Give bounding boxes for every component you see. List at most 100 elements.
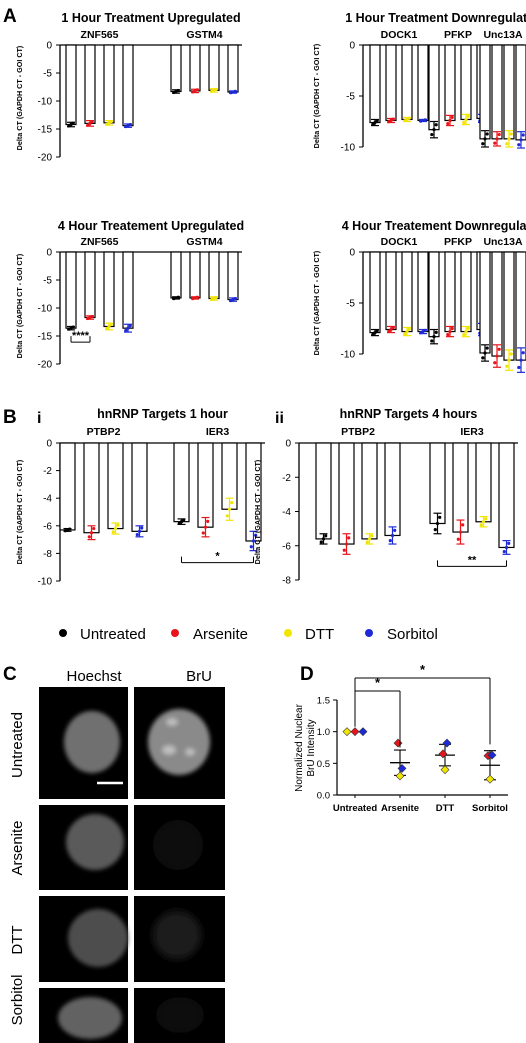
panel-letter-c: C bbox=[3, 664, 17, 685]
replicate-point bbox=[389, 327, 393, 332]
bar-arsenite-pfkp bbox=[444, 44, 456, 122]
replicate-point bbox=[481, 142, 485, 146]
gene-label-dock1: DOCK1 bbox=[381, 29, 418, 41]
replicate-point bbox=[370, 534, 374, 538]
y-tick-label: -5 bbox=[43, 69, 52, 80]
replicate-point bbox=[126, 326, 130, 330]
replicate-point bbox=[446, 121, 450, 126]
replicate-point bbox=[375, 119, 379, 123]
replicate-point bbox=[128, 123, 132, 127]
y-tick-label: 0 bbox=[285, 439, 291, 450]
panel-letter-a: A bbox=[3, 6, 17, 27]
nucleolus-spot bbox=[185, 748, 195, 756]
bar-arsenite-ier3 bbox=[197, 442, 214, 528]
gene-label-znf565: ZNF565 bbox=[81, 29, 119, 41]
replicate-point bbox=[497, 347, 501, 351]
replicate-point bbox=[495, 137, 499, 141]
replicate-point bbox=[128, 324, 132, 328]
gene-label-znf565: ZNF565 bbox=[81, 236, 119, 248]
bar-chart-b-i: hnRNP Targets 1 hour 0 -2 -4 -6 -8 -10 Delta CT… bbox=[15, 407, 265, 588]
replicate-point bbox=[87, 535, 91, 539]
replicate-point bbox=[509, 352, 513, 356]
replicate-point bbox=[390, 533, 395, 538]
nucleus-hoechst-sorbitol bbox=[58, 997, 122, 1039]
replicate-point bbox=[493, 141, 497, 145]
replicate-point bbox=[464, 117, 468, 122]
replicate-point bbox=[458, 530, 463, 534]
bar-dtt-dock1 bbox=[401, 251, 413, 333]
replicate-point bbox=[254, 533, 258, 537]
replicate-point bbox=[485, 346, 489, 350]
y-tick-label: -20 bbox=[38, 360, 53, 371]
replicate-point bbox=[90, 314, 94, 319]
bar-untreated-gstm4 bbox=[170, 251, 182, 299]
replicate-point bbox=[233, 296, 237, 301]
micro-row-label-sorbitol: Sorbitol bbox=[9, 975, 26, 1026]
nucleus-hoechst-untreated bbox=[64, 711, 120, 773]
data-point bbox=[395, 771, 405, 781]
replicate-point bbox=[519, 358, 523, 362]
legend-label-sorbitol: Sorbitol bbox=[387, 626, 438, 643]
legend-marker-untreated bbox=[59, 629, 67, 637]
replicate-point bbox=[517, 365, 521, 370]
bar-sorbitol-gstm4 bbox=[227, 44, 239, 93]
y-tick-label: 0.5 bbox=[317, 759, 330, 770]
bar-sorbitol-ier3 bbox=[498, 442, 515, 549]
replicate-point bbox=[71, 325, 75, 329]
replicate-point bbox=[466, 114, 470, 118]
replicate-point bbox=[517, 143, 521, 147]
gene-label-ier3: IER3 bbox=[460, 426, 484, 438]
replicate-point bbox=[124, 328, 128, 333]
replicate-point bbox=[481, 356, 485, 360]
y-axis-label: Delta CT (GAPDH CT - GOI CT) bbox=[312, 43, 321, 148]
y-tick-label: -4 bbox=[43, 494, 52, 505]
bar-arsenite-unc13a bbox=[491, 44, 503, 140]
y-tick-label: -2 bbox=[43, 466, 52, 477]
bar-sorbitol-znf565 bbox=[122, 44, 134, 127]
replicate-point bbox=[433, 528, 437, 532]
replicate-point bbox=[423, 328, 427, 332]
replicate-point bbox=[371, 122, 375, 126]
bar-chart-a-bottom-left: 4 Hour Treatement Upregulated 0 -5 -10 -15 -2… bbox=[15, 219, 244, 371]
replicate-point bbox=[230, 501, 234, 505]
replicate-point bbox=[432, 335, 436, 339]
bar-dtt-pfkp bbox=[460, 44, 472, 121]
y-axis-label: Delta CT (GAPDH CT - GOI CT) bbox=[15, 459, 24, 564]
replicate-point bbox=[507, 137, 511, 141]
replicate-point bbox=[456, 537, 460, 541]
replicate-point bbox=[450, 326, 454, 331]
replicate-point bbox=[249, 545, 253, 549]
replicate-point bbox=[464, 329, 468, 334]
chart-title: hnRNP Targets 4 hours bbox=[340, 407, 478, 421]
bar-untreated-znf565 bbox=[65, 44, 77, 126]
replicate-point bbox=[371, 332, 375, 337]
y-tick-label: -8 bbox=[282, 576, 291, 587]
bar-untreated-pfkp bbox=[428, 251, 440, 338]
bar-arsenite-dock1 bbox=[385, 44, 397, 122]
y-tick-label: -10 bbox=[38, 577, 53, 588]
replicate-point bbox=[391, 326, 395, 330]
bar-dtt-unc13a bbox=[503, 44, 515, 140]
replicate-point bbox=[344, 542, 349, 546]
replicate-point bbox=[485, 132, 489, 136]
sig-label: ** bbox=[468, 554, 477, 566]
replicate-point bbox=[179, 520, 184, 524]
data-point bbox=[358, 727, 368, 737]
replicate-point bbox=[68, 527, 72, 531]
sub-letter-ii: ii bbox=[275, 410, 284, 427]
replicate-point bbox=[462, 120, 466, 125]
y-axis-label: Delta CT (GAPDH CT - GOI CT) bbox=[15, 45, 24, 150]
y-tick-label: 0 bbox=[46, 439, 52, 450]
gene-label-unc13a: Unc13A bbox=[483, 29, 523, 41]
replicate-point bbox=[450, 115, 454, 120]
bar-sorbitol-unc13a bbox=[515, 44, 526, 141]
bar-sorbitol-unc13a bbox=[515, 251, 526, 361]
nucleus-hoechst-arsenite bbox=[66, 814, 124, 870]
panel-letter-d: D bbox=[300, 664, 314, 685]
nucleus-bru-dtt bbox=[153, 911, 201, 959]
replicate-point bbox=[373, 120, 377, 125]
bar-sorbitol-ptbp2 bbox=[131, 442, 148, 532]
legend-marker-sorbitol bbox=[365, 629, 373, 637]
y-tick-label: 0 bbox=[349, 41, 355, 52]
